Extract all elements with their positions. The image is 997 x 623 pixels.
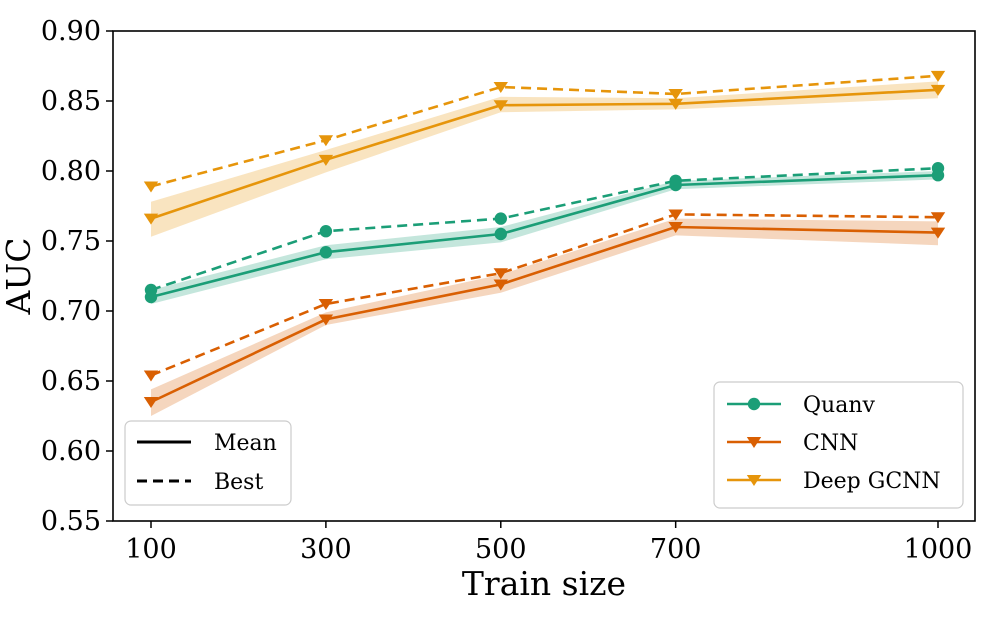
- plot-frame: [112, 30, 976, 522]
- cnn-best-point: [493, 268, 508, 280]
- deep-gcnn-best-point: [493, 82, 508, 94]
- legend-deep-gcnn-label: Deep GCNN: [803, 469, 941, 494]
- cnn-best-point: [318, 299, 334, 311]
- legend-series-box: [713, 381, 964, 509]
- cnn-mean-point: [668, 222, 683, 234]
- y-tick-label: 0.70: [41, 296, 101, 327]
- cnn-mean-line: [150, 225, 939, 404]
- confidence-bands: [151, 81, 938, 416]
- deep-gcnn-mean-point: [143, 213, 159, 225]
- legend-quanv-label: Quanv: [803, 393, 875, 418]
- deep-gcnn-best-point: [930, 70, 946, 82]
- cnn-mean-point: [493, 279, 508, 291]
- x-tick-label: 1000: [904, 534, 973, 565]
- cnn-best-point: [930, 212, 946, 224]
- y-tick-label: 0.85: [41, 86, 101, 117]
- x-axis-ticks: 100 300 500 700 1000: [125, 521, 972, 565]
- cnn-band: [151, 218, 938, 416]
- quanv-best-point: [319, 225, 333, 238]
- x-tick-label: 300: [300, 534, 352, 565]
- deep-gcnn-best-point: [668, 89, 683, 101]
- legend-line-style: Mean Best: [124, 420, 292, 506]
- cnn-best-point: [143, 370, 159, 382]
- legend-series: Quanv CNN Deep GCNN: [713, 381, 964, 509]
- quanv-mean-point: [494, 227, 507, 241]
- deep-gcnn-mean-point: [930, 84, 946, 96]
- quanv-mean-point: [931, 169, 945, 182]
- series-markers: [143, 70, 946, 409]
- deep-gcnn-mean-point: [668, 98, 683, 110]
- y-axis-ticks: 0.55 0.60 0.65 0.70 0.75 0.80 0.85 0.90: [41, 16, 113, 537]
- deep-gcnn-mean-point: [318, 154, 334, 166]
- deep-gcnn-best-line: [150, 74, 939, 188]
- quanv-mean-point: [669, 178, 682, 192]
- cnn-mean-point: [930, 227, 946, 239]
- deep-gcnn-best-point: [318, 135, 334, 147]
- legend-cnn-marker: [746, 437, 762, 449]
- legend-deep-gcnn-marker: [746, 475, 762, 487]
- y-tick-label: 0.90: [41, 16, 101, 47]
- quanv-mean-point: [319, 246, 333, 259]
- y-tick-label: 0.60: [41, 436, 101, 467]
- legend-cnn-label: CNN: [803, 431, 858, 456]
- quanv-mean-point: [144, 290, 158, 304]
- quanv-best-point: [494, 212, 507, 225]
- x-axis-label: Train size: [462, 564, 626, 603]
- y-tick-label: 0.55: [41, 506, 101, 537]
- y-axis-label: AUC: [0, 238, 38, 316]
- legend-best-label: Best: [214, 470, 263, 495]
- y-tick-label: 0.65: [41, 366, 101, 397]
- deep-gcnn-band: [151, 81, 938, 237]
- x-tick-label: 500: [475, 534, 527, 565]
- y-tick-label: 0.80: [41, 156, 101, 187]
- deep-gcnn-best-point: [143, 181, 159, 193]
- legend-quanv-marker: [747, 397, 761, 411]
- legend-mean-label: Mean: [214, 431, 277, 456]
- cnn-mean-point: [318, 314, 334, 326]
- cnn-mean-point: [143, 397, 159, 409]
- y-tick-label: 0.75: [41, 226, 101, 257]
- cnn-best-point: [668, 209, 683, 221]
- x-tick-label: 100: [125, 534, 177, 565]
- deep-gcnn-mean-point: [493, 100, 508, 112]
- x-tick-label: 700: [650, 534, 702, 565]
